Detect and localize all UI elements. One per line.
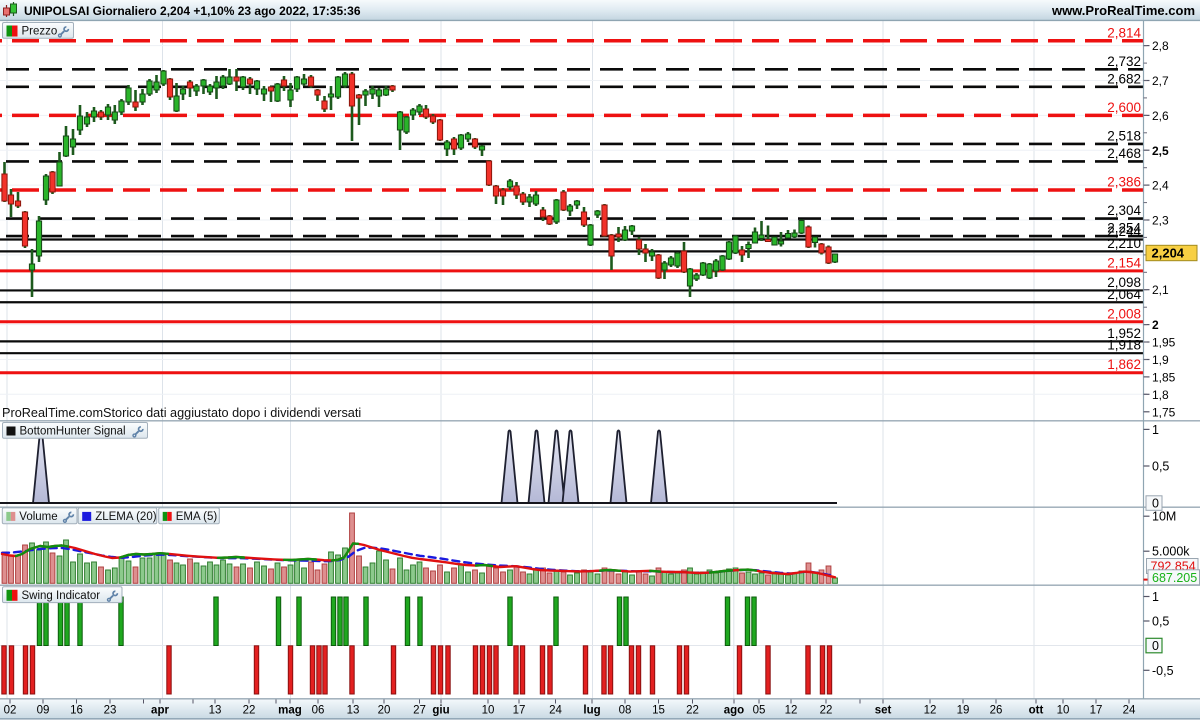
svg-text:06: 06 [312, 705, 325, 717]
svg-text:Volume: Volume [19, 511, 57, 523]
svg-text:Swing Indicator: Swing Indicator [22, 590, 101, 602]
svg-text:1: 1 [1152, 423, 1159, 437]
svg-text:687.205: 687.205 [1152, 571, 1197, 585]
svg-text:2,5: 2,5 [1152, 144, 1169, 158]
svg-text:0: 0 [1152, 639, 1159, 653]
svg-text:lug: lug [583, 705, 600, 717]
svg-text:13: 13 [209, 705, 222, 717]
svg-text:0,5: 0,5 [1152, 460, 1169, 474]
svg-text:2,210: 2,210 [1107, 236, 1141, 251]
svg-text:set: set [875, 705, 892, 717]
svg-text:12: 12 [924, 705, 937, 717]
svg-text:mag: mag [278, 705, 302, 717]
svg-text:15: 15 [652, 705, 665, 717]
svg-text:2,3: 2,3 [1152, 213, 1169, 227]
svg-text:1: 1 [1152, 590, 1159, 604]
svg-text:23: 23 [104, 705, 117, 717]
svg-text:2,814: 2,814 [1107, 25, 1141, 40]
svg-text:05: 05 [753, 705, 766, 717]
svg-text:2,064: 2,064 [1107, 287, 1141, 302]
svg-text:12: 12 [785, 705, 798, 717]
svg-text:2,098: 2,098 [1107, 275, 1141, 290]
svg-text:09: 09 [37, 705, 50, 717]
svg-text:2,600: 2,600 [1107, 100, 1141, 115]
svg-text:apr: apr [151, 705, 169, 717]
svg-text:2,7: 2,7 [1152, 74, 1169, 88]
svg-text:UNIPOLSAI Giornaliero 2,204 +1: UNIPOLSAI Giornaliero 2,204 +1,10% 23 ag… [24, 4, 361, 18]
svg-text:2,008: 2,008 [1107, 306, 1141, 321]
svg-text:1,8: 1,8 [1152, 388, 1169, 402]
svg-text:5.000k: 5.000k [1152, 545, 1190, 559]
svg-text:1,95: 1,95 [1152, 336, 1176, 350]
svg-text:2,6: 2,6 [1152, 109, 1169, 123]
svg-text:2,732: 2,732 [1107, 54, 1141, 69]
svg-text:10: 10 [482, 705, 495, 717]
svg-text:2,386: 2,386 [1107, 175, 1141, 190]
svg-text:10: 10 [1057, 705, 1070, 717]
svg-text:1,862: 1,862 [1107, 357, 1141, 372]
svg-text:2,204: 2,204 [1152, 245, 1185, 260]
svg-text:giu: giu [432, 705, 449, 717]
svg-text:1,918: 1,918 [1107, 338, 1141, 353]
svg-text:24: 24 [549, 705, 562, 717]
svg-text:2,1: 2,1 [1152, 283, 1169, 297]
svg-text:www.ProRealTime.com: www.ProRealTime.com [1051, 3, 1195, 18]
svg-text:08: 08 [619, 705, 632, 717]
svg-text:2,682: 2,682 [1107, 71, 1141, 86]
svg-text:2,8: 2,8 [1152, 39, 1169, 53]
svg-text:2,244: 2,244 [1107, 224, 1141, 239]
svg-text:1,9: 1,9 [1152, 353, 1169, 367]
svg-text:Prezzo: Prezzo [22, 26, 58, 38]
svg-text:26: 26 [990, 705, 1003, 717]
svg-text:2,154: 2,154 [1107, 255, 1141, 270]
svg-text:2: 2 [1152, 318, 1159, 332]
svg-text:2,254: 2,254 [1107, 221, 1141, 236]
svg-text:2,518: 2,518 [1107, 128, 1141, 143]
svg-text:2,4: 2,4 [1152, 179, 1169, 193]
svg-text:2,304: 2,304 [1107, 203, 1141, 218]
svg-text:ago: ago [724, 705, 744, 717]
svg-text:13: 13 [347, 705, 360, 717]
svg-text:BottomHunter Signal: BottomHunter Signal [20, 426, 126, 438]
svg-text:ProRealTime.comStorico dati ag: ProRealTime.comStorico dati aggiustato d… [2, 406, 361, 420]
svg-text:22: 22 [820, 705, 833, 717]
svg-text:17: 17 [1090, 705, 1103, 717]
svg-text:1,952: 1,952 [1107, 326, 1141, 341]
svg-text:ott: ott [1029, 705, 1044, 717]
svg-text:10M: 10M [1152, 510, 1176, 524]
svg-text:22: 22 [243, 705, 256, 717]
svg-text:24: 24 [1123, 705, 1136, 717]
svg-text:1,85: 1,85 [1152, 370, 1176, 384]
svg-text:19: 19 [957, 705, 970, 717]
svg-text:17: 17 [513, 705, 526, 717]
svg-text:20: 20 [378, 705, 391, 717]
svg-text:0: 0 [1152, 496, 1159, 510]
svg-text:02: 02 [4, 705, 17, 717]
svg-text:2,468: 2,468 [1107, 146, 1141, 161]
svg-text:22: 22 [686, 705, 699, 717]
svg-text:1,75: 1,75 [1152, 405, 1176, 419]
svg-text:-0,5: -0,5 [1152, 664, 1174, 678]
svg-text:0,5: 0,5 [1152, 615, 1169, 629]
svg-text:16: 16 [70, 705, 83, 717]
svg-text:ZLEMA (20): ZLEMA (20) [95, 511, 157, 523]
svg-text:EMA (5): EMA (5) [176, 511, 218, 523]
svg-text:27: 27 [413, 705, 426, 717]
